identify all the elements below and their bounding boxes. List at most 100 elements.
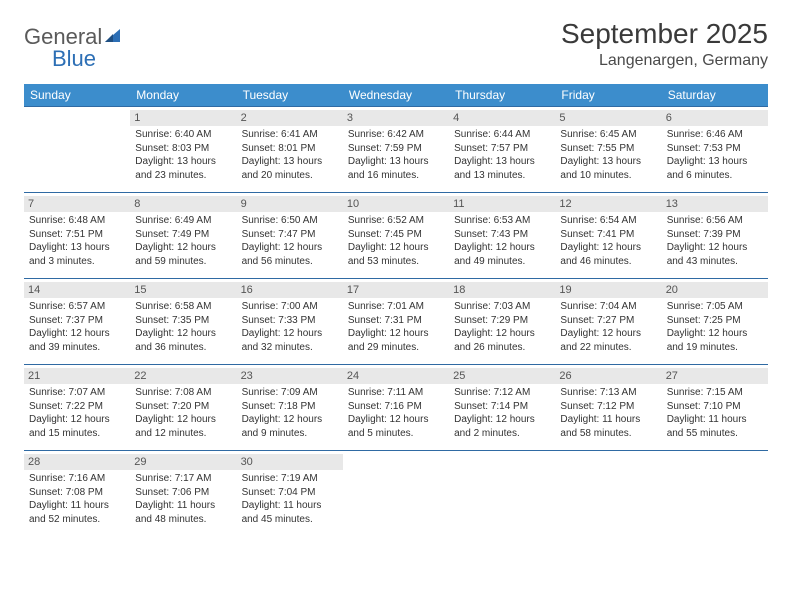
day-info: Sunrise: 7:16 AMSunset: 7:08 PMDaylight:… bbox=[29, 472, 125, 526]
dow-header: Saturday bbox=[662, 84, 768, 107]
day-info: Sunrise: 7:17 AMSunset: 7:06 PMDaylight:… bbox=[135, 472, 231, 526]
day-cell: 14 Sunrise: 6:57 AMSunset: 7:37 PMDayligh… bbox=[24, 279, 130, 365]
day-number: 22 bbox=[130, 368, 236, 384]
day-info: Sunrise: 6:45 AMSunset: 7:55 PMDaylight:… bbox=[560, 128, 656, 182]
day-cell: 1 Sunrise: 6:40 AMSunset: 8:03 PMDaylight… bbox=[130, 107, 236, 193]
day-cell bbox=[24, 107, 130, 193]
day-cell: 19Sunrise: 7:04 AMSunset: 7:27 PMDayligh… bbox=[555, 279, 661, 365]
day-cell: 3Sunrise: 6:42 AMSunset: 7:59 PMDaylight… bbox=[343, 107, 449, 193]
day-cell: 16 Sunrise: 7:00 AMSunset: 7:33 PMDayligh… bbox=[237, 279, 343, 365]
day-number: 23 bbox=[237, 368, 343, 384]
day-cell: 25Sunrise: 7:12 AMSunset: 7:14 PMDayligh… bbox=[449, 365, 555, 451]
day-cell: 6 Sunrise: 6:46 AMSunset: 7:53 PMDaylight… bbox=[662, 107, 768, 193]
day-info: Sunrise: 6:54 AMSunset: 7:41 PMDaylight:… bbox=[560, 214, 656, 268]
day-info: Sunrise: 6:52 AMSunset: 7:45 PMDaylight:… bbox=[348, 214, 444, 268]
day-number: 16 bbox=[237, 282, 343, 298]
day-number: 8 bbox=[130, 196, 236, 212]
day-info: Sunrise: 7:00 AMSunset: 7:33 PMDaylight:… bbox=[242, 300, 338, 354]
day-info: Sunrise: 6:58 AMSunset: 7:35 PMDaylight:… bbox=[135, 300, 231, 354]
day-info: Sunrise: 7:19 AMSunset: 7:04 PMDaylight:… bbox=[242, 472, 338, 526]
day-number: 5 bbox=[555, 110, 661, 126]
day-info: Sunrise: 7:05 AMSunset: 7:25 PMDaylight:… bbox=[667, 300, 763, 354]
week-row: 21 Sunrise: 7:07 AMSunset: 7:22 PMDayligh… bbox=[24, 365, 768, 451]
day-number: 28 bbox=[24, 454, 130, 470]
day-number: 7 bbox=[24, 196, 130, 212]
header: GeneralBlue September 2025 Langenargen, … bbox=[24, 18, 768, 72]
day-cell: 4Sunrise: 6:44 AMSunset: 7:57 PMDaylight… bbox=[449, 107, 555, 193]
day-number: 9 bbox=[237, 196, 343, 212]
day-cell: 20 Sunrise: 7:05 AMSunset: 7:25 PMDayligh… bbox=[662, 279, 768, 365]
day-cell: 23 Sunrise: 7:09 AMSunset: 7:18 PMDayligh… bbox=[237, 365, 343, 451]
location: Langenargen, Germany bbox=[561, 52, 768, 70]
day-number: 29 bbox=[130, 454, 236, 470]
day-info: Sunrise: 7:08 AMSunset: 7:20 PMDaylight:… bbox=[135, 386, 231, 440]
day-cell: 12Sunrise: 6:54 AMSunset: 7:41 PMDayligh… bbox=[555, 193, 661, 279]
day-cell: 7 Sunrise: 6:48 AMSunset: 7:51 PMDaylight… bbox=[24, 193, 130, 279]
day-cell: 11 Sunrise: 6:53 AMSunset: 7:43 PMDayligh… bbox=[449, 193, 555, 279]
day-info: Sunrise: 6:57 AMSunset: 7:37 PMDaylight:… bbox=[29, 300, 125, 354]
day-cell: 27 Sunrise: 7:15 AMSunset: 7:10 PMDayligh… bbox=[662, 365, 768, 451]
day-number: 26 bbox=[555, 368, 661, 384]
day-info: Sunrise: 6:50 AMSunset: 7:47 PMDaylight:… bbox=[242, 214, 338, 268]
day-number: 20 bbox=[662, 282, 768, 298]
day-cell: 17 Sunrise: 7:01 AMSunset: 7:31 PMDayligh… bbox=[343, 279, 449, 365]
day-info: Sunrise: 6:40 AMSunset: 8:03 PMDaylight:… bbox=[135, 128, 231, 182]
day-info: Sunrise: 6:41 AMSunset: 8:01 PMDaylight:… bbox=[242, 128, 338, 182]
dow-header: Sunday bbox=[24, 84, 130, 107]
day-cell: 8Sunrise: 6:49 AMSunset: 7:49 PMDaylight… bbox=[130, 193, 236, 279]
day-number: 13 bbox=[662, 196, 768, 212]
week-row: 28 Sunrise: 7:16 AMSunset: 7:08 PMDayligh… bbox=[24, 451, 768, 537]
day-info: Sunrise: 6:46 AMSunset: 7:53 PMDaylight:… bbox=[667, 128, 763, 182]
day-info: Sunrise: 7:09 AMSunset: 7:18 PMDaylight:… bbox=[242, 386, 338, 440]
day-cell: 28 Sunrise: 7:16 AMSunset: 7:08 PMDayligh… bbox=[24, 451, 130, 537]
day-cell: 13 Sunrise: 6:56 AMSunset: 7:39 PMDayligh… bbox=[662, 193, 768, 279]
day-info: Sunrise: 6:53 AMSunset: 7:43 PMDaylight:… bbox=[454, 214, 550, 268]
day-cell: 24Sunrise: 7:11 AMSunset: 7:16 PMDayligh… bbox=[343, 365, 449, 451]
day-info: Sunrise: 7:03 AMSunset: 7:29 PMDaylight:… bbox=[454, 300, 550, 354]
day-number: 25 bbox=[449, 368, 555, 384]
day-number: 17 bbox=[343, 282, 449, 298]
day-info: Sunrise: 6:56 AMSunset: 7:39 PMDaylight:… bbox=[667, 214, 763, 268]
day-number: 30 bbox=[237, 454, 343, 470]
day-cell: 22 Sunrise: 7:08 AMSunset: 7:20 PMDayligh… bbox=[130, 365, 236, 451]
day-info: Sunrise: 6:42 AMSunset: 7:59 PMDaylight:… bbox=[348, 128, 444, 182]
logo-text-blue: Blue bbox=[52, 46, 96, 72]
day-info: Sunrise: 6:44 AMSunset: 7:57 PMDaylight:… bbox=[454, 128, 550, 182]
day-cell: 30 Sunrise: 7:19 AMSunset: 7:04 PMDayligh… bbox=[237, 451, 343, 537]
day-number: 21 bbox=[24, 368, 130, 384]
title-block: September 2025 Langenargen, Germany bbox=[561, 18, 768, 70]
calendar-page: GeneralBlue September 2025 Langenargen, … bbox=[0, 0, 792, 555]
day-cell: 21 Sunrise: 7:07 AMSunset: 7:22 PMDayligh… bbox=[24, 365, 130, 451]
day-info: Sunrise: 6:48 AMSunset: 7:51 PMDaylight:… bbox=[29, 214, 125, 268]
day-info: Sunrise: 7:15 AMSunset: 7:10 PMDaylight:… bbox=[667, 386, 763, 440]
dow-row: SundayMondayTuesdayWednesdayThursdayFrid… bbox=[24, 84, 768, 107]
day-cell bbox=[449, 451, 555, 537]
logo: GeneralBlue bbox=[24, 18, 122, 72]
day-cell: 29 Sunrise: 7:17 AMSunset: 7:06 PMDayligh… bbox=[130, 451, 236, 537]
week-row: 14 Sunrise: 6:57 AMSunset: 7:37 PMDayligh… bbox=[24, 279, 768, 365]
day-cell: 18 Sunrise: 7:03 AMSunset: 7:29 PMDayligh… bbox=[449, 279, 555, 365]
week-row: 7 Sunrise: 6:48 AMSunset: 7:51 PMDaylight… bbox=[24, 193, 768, 279]
day-number: 14 bbox=[24, 282, 130, 298]
week-row: 1 Sunrise: 6:40 AMSunset: 8:03 PMDaylight… bbox=[24, 107, 768, 193]
day-info: Sunrise: 7:07 AMSunset: 7:22 PMDaylight:… bbox=[29, 386, 125, 440]
calendar-table: SundayMondayTuesdayWednesdayThursdayFrid… bbox=[24, 84, 768, 537]
logo-sail-icon bbox=[104, 27, 122, 48]
day-cell: 2Sunrise: 6:41 AMSunset: 8:01 PMDaylight… bbox=[237, 107, 343, 193]
day-number: 27 bbox=[662, 368, 768, 384]
day-info: Sunrise: 7:13 AMSunset: 7:12 PMDaylight:… bbox=[560, 386, 656, 440]
day-info: Sunrise: 7:01 AMSunset: 7:31 PMDaylight:… bbox=[348, 300, 444, 354]
day-number: 11 bbox=[449, 196, 555, 212]
dow-header: Wednesday bbox=[343, 84, 449, 107]
day-number: 6 bbox=[662, 110, 768, 126]
day-number: 18 bbox=[449, 282, 555, 298]
day-cell: 5 Sunrise: 6:45 AMSunset: 7:55 PMDaylight… bbox=[555, 107, 661, 193]
dow-header: Friday bbox=[555, 84, 661, 107]
day-number: 24 bbox=[343, 368, 449, 384]
day-number: 1 bbox=[130, 110, 236, 126]
day-number: 15 bbox=[130, 282, 236, 298]
dow-header: Tuesday bbox=[237, 84, 343, 107]
day-cell: 9 Sunrise: 6:50 AMSunset: 7:47 PMDaylight… bbox=[237, 193, 343, 279]
day-number: 10 bbox=[343, 196, 449, 212]
day-cell: 15 Sunrise: 6:58 AMSunset: 7:35 PMDayligh… bbox=[130, 279, 236, 365]
